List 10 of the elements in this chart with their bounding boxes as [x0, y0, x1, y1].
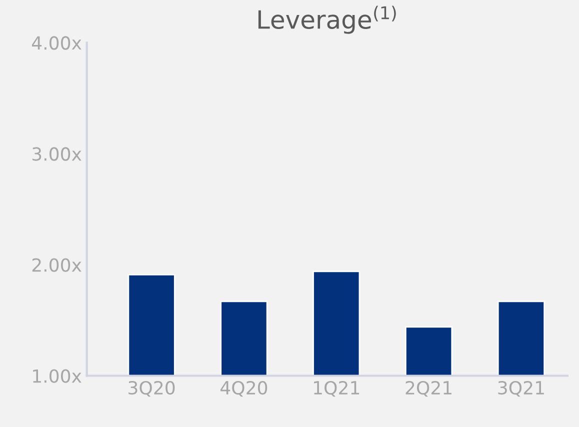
y-tick-label: 3.00x: [32, 147, 82, 161]
chart-title: Leverage$^{(1)}$: [258, 6, 396, 34]
x-tick-label: 2Q21: [406, 380, 452, 397]
x-tick-label: 3Q20: [128, 380, 175, 397]
x-tick-label: 1Q21: [314, 380, 360, 397]
x-tick-label: 4Q20: [220, 380, 268, 397]
y-tick-label: 1.00x: [33, 369, 82, 383]
y-tick-label: 4.00x: [32, 36, 82, 50]
x-tick-label: 3Q21: [498, 380, 544, 397]
y-tick-label: 2.00x: [32, 258, 82, 272]
